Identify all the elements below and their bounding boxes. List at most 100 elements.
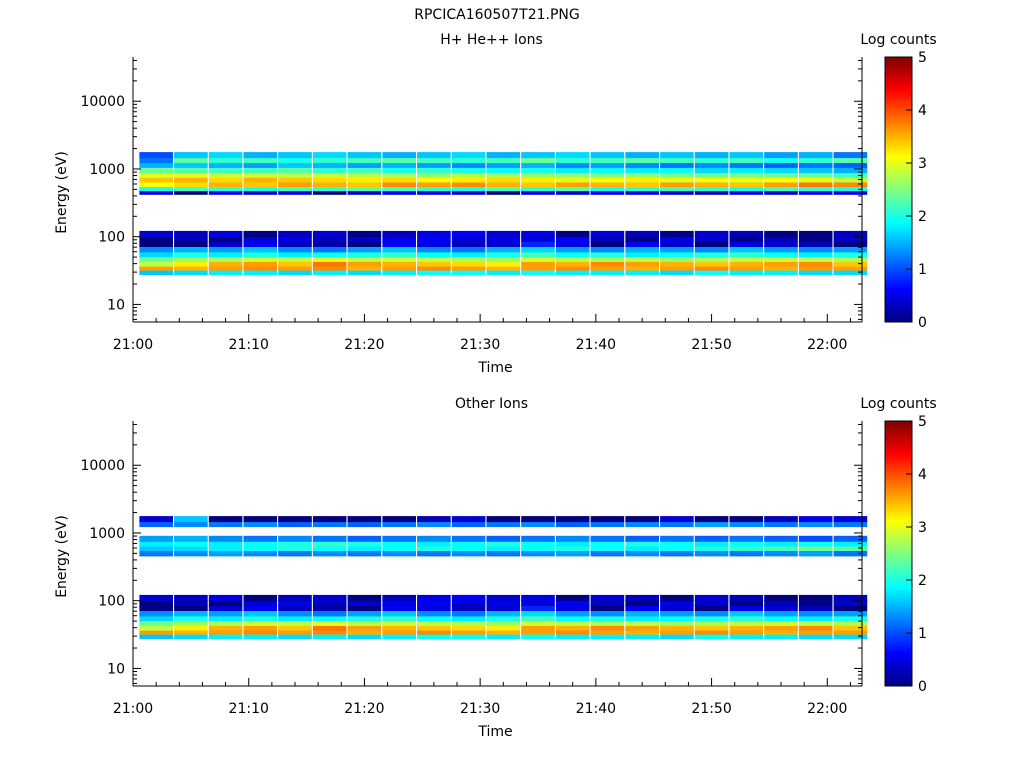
panel-1-cell xyxy=(486,540,521,547)
panel-0-cell xyxy=(555,157,590,164)
panel-0-cell xyxy=(798,246,833,253)
panel-1-colorbar-segment xyxy=(885,593,912,597)
panel-1-colorbar-segment xyxy=(885,542,912,546)
panel-1-cell xyxy=(139,535,173,542)
panel-1-cell xyxy=(451,535,486,542)
panel-1-cell xyxy=(312,594,347,601)
panel-0-cell xyxy=(625,241,659,247)
panel-0-colorbar-segment xyxy=(885,189,912,193)
panel-1-colorbar-segment xyxy=(885,511,912,515)
panel-0-cell xyxy=(590,157,625,164)
panel-0-cell xyxy=(555,251,590,258)
panel-0-colorbar-tick-label: 4 xyxy=(918,103,927,119)
panel-1-cell xyxy=(382,633,416,640)
panel-1-colorbar-segment xyxy=(885,516,912,520)
panel-1-cell xyxy=(243,619,278,626)
panel-1-cell xyxy=(451,633,486,640)
panel-1-cell xyxy=(278,545,312,551)
panel-0-cell xyxy=(798,188,833,195)
panel-0-cell xyxy=(312,171,347,178)
panel-0-colorbar-segment xyxy=(885,123,912,127)
panel-0-cell xyxy=(417,181,451,187)
panel-1-colorbar-segment xyxy=(885,558,912,562)
panel-0-cell xyxy=(486,161,521,168)
panel-0-colorbar-segment xyxy=(885,57,912,61)
panel-0-cell xyxy=(694,167,729,174)
panel-0-colorbar-segment xyxy=(885,303,912,307)
panel-0-cell xyxy=(312,176,347,183)
panel-0-cell xyxy=(243,235,278,242)
panel-1-colorbar-segment xyxy=(885,580,912,584)
panel-1-cell xyxy=(625,624,659,631)
panel-0-cell xyxy=(764,152,798,159)
panel-0-colorbar-segment xyxy=(885,258,912,262)
panel-0-cell xyxy=(312,185,347,192)
panel-0-cell xyxy=(521,260,555,267)
panel-0-cell xyxy=(139,235,173,242)
panel-1-colorbar-segment xyxy=(885,436,912,440)
panel-1-cell xyxy=(521,545,555,551)
panel-1-cell xyxy=(833,594,868,601)
panel-0-cell xyxy=(347,157,382,164)
panel-1-cell xyxy=(382,540,416,547)
panel-0-colorbar-segment xyxy=(885,117,912,121)
panel-1-cell xyxy=(174,540,208,547)
panel-1-cell xyxy=(417,516,451,523)
panel-0-cell xyxy=(382,152,416,159)
panel-0-colorbar-segment xyxy=(885,266,912,270)
panel-0-cell xyxy=(555,161,590,168)
panel-1-cell xyxy=(833,540,868,547)
panel-0-cell xyxy=(798,230,833,237)
panel-1-colorbar-segment xyxy=(885,460,912,464)
panel-1-colorbar: 0 1 2 3 4 5 Log counts xyxy=(860,396,936,695)
panel-0-cell xyxy=(417,161,451,168)
panel-0-colorbar-segment xyxy=(885,70,912,74)
panel-0-cell xyxy=(243,255,278,262)
panel-1-cell xyxy=(243,550,278,557)
panel-1-cell xyxy=(555,633,590,640)
figure-title: RPCICA160507T21.PNG xyxy=(414,7,579,23)
panel-1-x-tick-label: 21:50 xyxy=(691,701,731,717)
panel-1-cell xyxy=(764,594,798,601)
panel-0-cell xyxy=(486,230,521,237)
panel-1-cell xyxy=(798,535,833,542)
panel-1-cell xyxy=(555,624,590,631)
panel-0-cell xyxy=(555,188,590,195)
panel-0-cell xyxy=(208,230,243,237)
panel-1-cell xyxy=(382,594,416,601)
panel-0-cell xyxy=(347,161,382,168)
panel-0-cell xyxy=(347,255,382,262)
panel-0-cell xyxy=(486,188,521,195)
panel-0-cell xyxy=(208,264,243,271)
panel-1-cell xyxy=(417,610,451,617)
panel-0-colorbar-segment xyxy=(885,319,912,323)
panel-0-cell xyxy=(278,188,312,195)
panel-1-cell xyxy=(625,615,659,622)
panel-0-x-tick-label: 21:50 xyxy=(691,337,731,353)
panel-0-cell xyxy=(312,230,347,237)
panel-1-cell xyxy=(660,624,694,631)
panel-1-cell xyxy=(590,628,625,635)
panel-1-cell xyxy=(347,610,382,617)
panel-1-colorbar-segment xyxy=(885,421,912,425)
panel-1-cell xyxy=(486,535,521,542)
panel-0-cell xyxy=(382,269,416,276)
panel-0-cell xyxy=(208,176,243,183)
panel-0-cell xyxy=(243,185,278,192)
panel-0-cell xyxy=(729,251,764,258)
panel-0-cell xyxy=(798,171,833,178)
panel-0-cell xyxy=(139,260,173,267)
panel-0-colorbar-segment xyxy=(885,261,912,265)
panel-0-cell xyxy=(139,264,173,271)
panel-0-cell xyxy=(729,255,764,262)
panel-1-cell xyxy=(347,516,382,523)
panel-0-cell xyxy=(451,255,486,262)
panel-1-cell xyxy=(486,619,521,626)
panel-1-cell xyxy=(798,540,833,547)
panel-0-cell xyxy=(312,181,347,187)
panel-0-colorbar-segment xyxy=(885,274,912,278)
panel-1-colorbar-segment xyxy=(885,672,912,676)
panel-0-cell xyxy=(451,188,486,195)
panel-0-colorbar-segment xyxy=(885,59,912,63)
panel-0-cell xyxy=(625,161,659,168)
